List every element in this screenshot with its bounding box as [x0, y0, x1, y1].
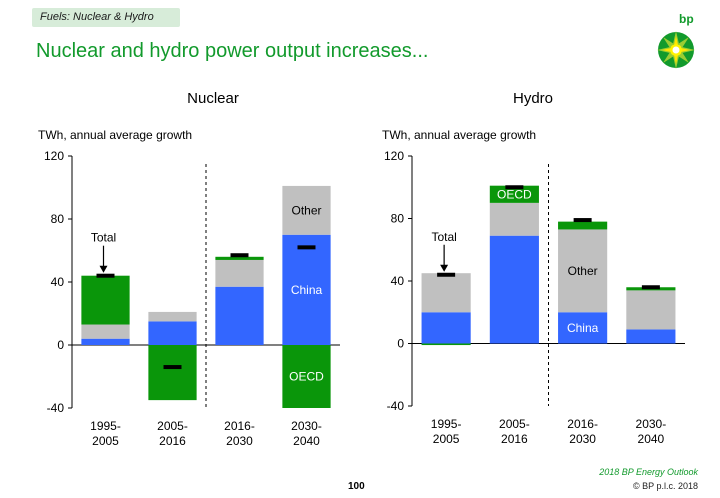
bar-oecd: [81, 275, 130, 325]
y-tick-label: 40: [391, 274, 405, 288]
total-marker: [96, 273, 115, 278]
bar-oecd: [421, 343, 471, 346]
bar-china: [148, 321, 197, 345]
y-tick-label: 80: [391, 212, 405, 226]
x-tick-label: 2030-2040: [291, 419, 322, 448]
x-tick-label: 1995-2005: [90, 419, 121, 448]
footer-outlook: 2018 BP Energy Outlook: [599, 467, 698, 477]
total-annotation: Total: [91, 231, 116, 245]
bar-other: [626, 290, 676, 330]
bp-logo: [654, 12, 698, 72]
total-marker: [437, 272, 456, 277]
bar-other: [421, 273, 471, 313]
x-tick-label: 2016-2030: [567, 417, 598, 446]
x-tick-label: 1995-2005: [431, 417, 462, 446]
hydro-chart-svg: -40 0 40 80 120 1995-2005 2005-2016 2016-2030 20…: [384, 149, 685, 446]
bar-other: [489, 202, 539, 236]
bar-china: [489, 235, 539, 344]
series-label-oecd: OECD: [289, 370, 324, 384]
section-tag: Fuels: Nuclear & Hydro: [32, 8, 180, 27]
bar-china: [626, 329, 676, 344]
y-axis-label: TWh, annual average growth: [382, 128, 537, 142]
y-tick-label: 0: [397, 337, 404, 351]
bar-china: [421, 312, 471, 344]
x-tick-label: 2005-2016: [499, 417, 530, 446]
total-annotation: Total: [431, 230, 456, 244]
hydro-chart: Hydro TWh, annual average growth -40 0 40 8…: [360, 80, 700, 460]
nuclear-chart: Nuclear TWh, annual average growth -40 0 4…: [20, 80, 360, 460]
bp-logo-text: bp: [679, 12, 694, 26]
y-tick-label: 120: [384, 149, 404, 163]
bar-other: [215, 259, 264, 287]
x-tick-label: 2016-2030: [224, 419, 255, 448]
total-marker: [641, 285, 660, 290]
x-tick-label: 2005-2016: [157, 419, 188, 448]
page-number: 100: [348, 481, 365, 492]
y-tick-label: -40: [47, 401, 65, 415]
bar-oecd: [489, 185, 539, 203]
chart-title: Nuclear: [187, 90, 239, 107]
bar-china: [81, 338, 130, 345]
total-marker: [573, 218, 592, 223]
total-arrowhead: [99, 265, 108, 273]
bar-china: [215, 286, 264, 345]
x-tick-label: 2030-2040: [636, 417, 667, 446]
bar-other: [282, 185, 331, 235]
total-marker: [297, 245, 316, 250]
total-marker: [163, 365, 182, 370]
bar-oecd: [558, 221, 608, 230]
y-tick-label: 120: [44, 149, 64, 163]
footer-copyright: © BP p.l.c. 2018: [632, 481, 698, 491]
series-label-other: Other: [568, 264, 598, 278]
chart-title: Hydro: [512, 90, 553, 107]
bar-china: [282, 234, 331, 345]
y-tick-label: 40: [51, 275, 65, 289]
series-label-china: China: [291, 283, 323, 297]
y-tick-label: 0: [57, 338, 64, 352]
bar-oecd: [215, 256, 264, 260]
y-axis-label: TWh, annual average growth: [38, 128, 193, 142]
bar-oecd: [148, 345, 197, 401]
y-tick-label: -40: [387, 399, 405, 413]
series-label-china: China: [567, 321, 599, 335]
nuclear-chart-svg: -40 0 40 80 120 1995-2005 2005-2016 2016-2030 20…: [44, 149, 340, 448]
bar-china: [558, 312, 608, 344]
series-label-other: Other: [291, 203, 321, 217]
total-arrowhead: [440, 264, 449, 272]
bar-other: [148, 311, 197, 322]
bar-other: [81, 324, 130, 339]
total-marker: [505, 185, 524, 190]
bar-oecd: [282, 345, 331, 408]
series-label-oecd: OECD: [497, 187, 532, 201]
bar-other: [558, 229, 608, 313]
page-title: Nuclear and hydro power output increases…: [36, 40, 429, 62]
total-marker: [230, 253, 249, 258]
y-tick-label: 80: [51, 212, 65, 226]
